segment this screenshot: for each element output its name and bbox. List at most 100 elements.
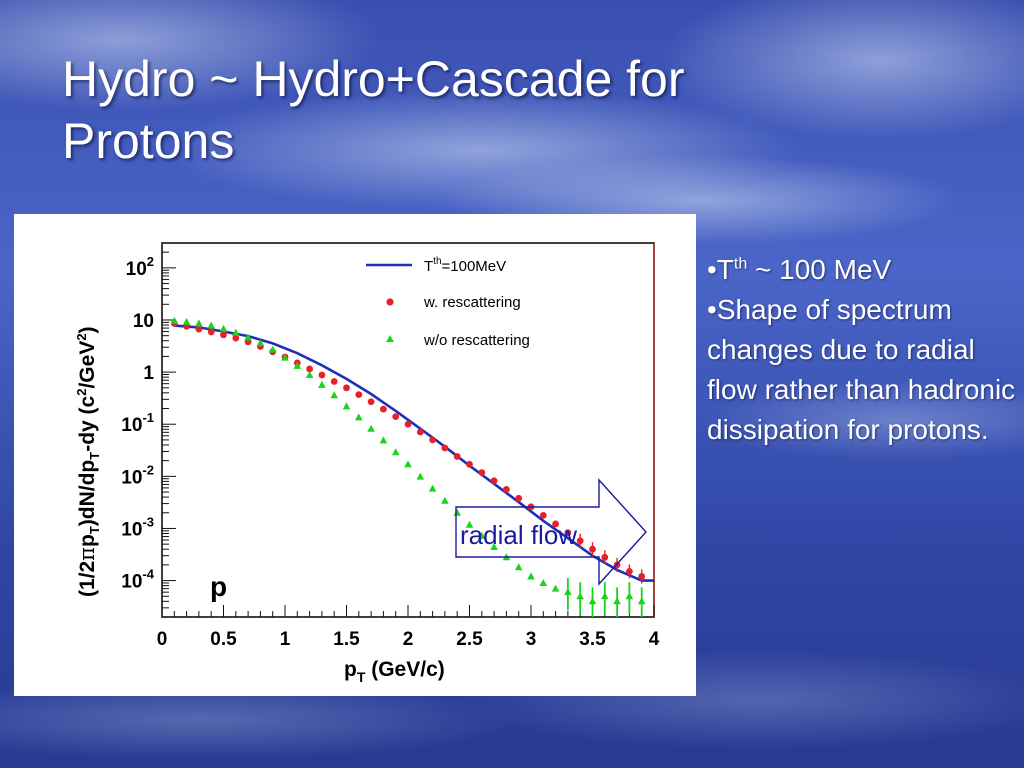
no-rescattering-point xyxy=(256,339,265,347)
rescattering-point xyxy=(232,334,240,342)
y-title-pi: π xyxy=(75,547,99,561)
rescattering-point xyxy=(539,512,547,519)
rescattering-point xyxy=(478,469,486,476)
rescattering-point xyxy=(626,567,633,575)
bullet-1-marker: •T xyxy=(707,254,734,285)
rescattering-point xyxy=(318,371,326,379)
particle-label: p xyxy=(210,571,227,602)
no-rescattering-point xyxy=(490,543,498,551)
rescattering-point xyxy=(564,529,572,537)
no-rescattering-point xyxy=(281,353,289,361)
no-rescattering-point xyxy=(182,317,191,325)
x-tick-labels: 0 0.5 1 1.5 2 2.5 3 3.5 4 xyxy=(157,629,660,650)
no-rescattering-point xyxy=(404,460,412,468)
no-rescattering-point xyxy=(355,413,363,421)
no-rescattering-point xyxy=(232,328,240,336)
slide-title-line-1: Hydro ~ Hydro+Cascade for xyxy=(62,51,685,107)
x-tick-label: 0.5 xyxy=(210,629,237,650)
legend: Tth=100MeV w. rescattering w/o rescatter… xyxy=(366,256,530,349)
legend-hydro-sup: th xyxy=(433,256,441,267)
legend-entry-rescattering: w. rescattering xyxy=(423,294,521,311)
legend-hydro-rest: =100MeV xyxy=(442,258,507,275)
x-axis-title-main: p xyxy=(344,658,357,681)
rescattering-point xyxy=(453,453,461,460)
bullet-item-spectrum-shape: •Shape of spectrum changes due to radial… xyxy=(707,290,1017,450)
slide-title-line-2: Protons xyxy=(62,113,235,169)
y-tick-labels: 102 10 1 10-1 10-2 10-3 10-4 xyxy=(121,254,154,593)
legend-circle-swatch xyxy=(386,298,394,306)
rescattering-point xyxy=(330,378,338,385)
x-axis-title-sub: T xyxy=(357,669,366,685)
y-title-sup-2: 2 xyxy=(74,333,89,340)
no-rescattering-point xyxy=(342,402,351,410)
no-rescattering-point xyxy=(478,531,486,539)
rescattering-point xyxy=(638,573,646,580)
no-rescattering-point xyxy=(601,592,609,600)
no-rescattering-point xyxy=(244,333,252,341)
bullet-2-text: Shape of spectrum changes due to radial … xyxy=(707,294,1016,445)
x-tick-label: 2.5 xyxy=(456,629,483,650)
no-rescattering-point xyxy=(588,597,597,605)
no-rescattering-point xyxy=(318,380,326,388)
no-rescattering-point xyxy=(564,588,572,596)
rescattering-point xyxy=(195,325,203,333)
rescattering-point xyxy=(503,486,510,493)
y-tick-label: 10 xyxy=(133,311,154,332)
rescattering-point xyxy=(601,553,609,561)
y-tick-label: 1 xyxy=(143,363,154,384)
no-rescattering-point xyxy=(305,370,314,378)
slide-title: Hydro ~ Hydro+Cascade for Protons xyxy=(62,48,922,172)
no-rescattering-point xyxy=(330,391,338,399)
rescattering-point xyxy=(589,545,596,553)
rescattering-point xyxy=(367,398,375,406)
radial-flow-text: radial flow xyxy=(460,520,577,550)
no-rescattering-point xyxy=(293,361,302,369)
y-title-part-1: (1/2 xyxy=(76,561,99,597)
y-title-sup-1: 2 xyxy=(74,389,89,396)
y-tick-label: 10-1 xyxy=(121,410,154,436)
rescattering-point xyxy=(220,331,227,339)
no-rescattering-point xyxy=(613,597,621,605)
y-title-part-2: p xyxy=(76,534,99,547)
bullet-2-marker: • xyxy=(707,294,717,325)
no-rescattering-point xyxy=(551,584,560,592)
bullet-1-text: ~ 100 MeV xyxy=(747,254,892,285)
rescattering-point xyxy=(429,436,436,444)
legend-entry-no-rescattering: w/o rescattering xyxy=(423,332,530,349)
no-rescattering-point xyxy=(527,572,535,580)
x-axis-title-rest: (GeV/c) xyxy=(365,658,444,681)
no-rescattering-point xyxy=(637,597,646,605)
data-series xyxy=(170,316,654,617)
plot-frame xyxy=(161,242,655,618)
no-rescattering-point xyxy=(219,324,228,332)
y-title-sub-2: T xyxy=(87,452,102,460)
axis-ticks xyxy=(161,242,655,618)
radial-flow-arrow xyxy=(455,478,647,586)
x-tick-label: 4 xyxy=(649,629,660,650)
y-title-part-3: )dN/dp xyxy=(76,460,99,526)
rescattering-point xyxy=(380,405,387,413)
x-tick-label: 3.5 xyxy=(579,629,606,650)
no-rescattering-point xyxy=(207,321,215,329)
x-tick-label: 1.5 xyxy=(333,629,360,650)
rescattering-point xyxy=(343,384,350,392)
legend-entry-hydro: Tth=100MeV xyxy=(424,256,506,275)
spectrum-chart-svg: 0 0.5 1 1.5 2 2.5 3 3.5 4 102 10 1 10-1 10-2 10-3 10-4… xyxy=(74,242,660,685)
no-rescattering-point xyxy=(195,319,203,327)
y-tick-label: 102 xyxy=(126,254,154,280)
bullet-1-sup: th xyxy=(733,255,748,273)
rescattering-point xyxy=(490,477,498,485)
y-tick-label: 10-4 xyxy=(121,567,154,593)
bullet-item-temperature: •Tth ~ 100 MeV xyxy=(707,250,1017,290)
rescattering-point xyxy=(466,460,473,468)
no-rescattering-point xyxy=(367,424,375,432)
no-rescattering-point xyxy=(625,592,634,600)
no-rescattering-point xyxy=(391,448,400,456)
legend-triangle-swatch xyxy=(386,335,394,342)
no-rescattering-point xyxy=(170,316,179,324)
no-rescattering-point xyxy=(428,484,437,492)
rescattering-point xyxy=(404,420,412,428)
no-rescattering-point xyxy=(539,578,548,586)
no-rescattering-point xyxy=(465,520,474,528)
y-tick-label: 10-2 xyxy=(121,462,154,488)
